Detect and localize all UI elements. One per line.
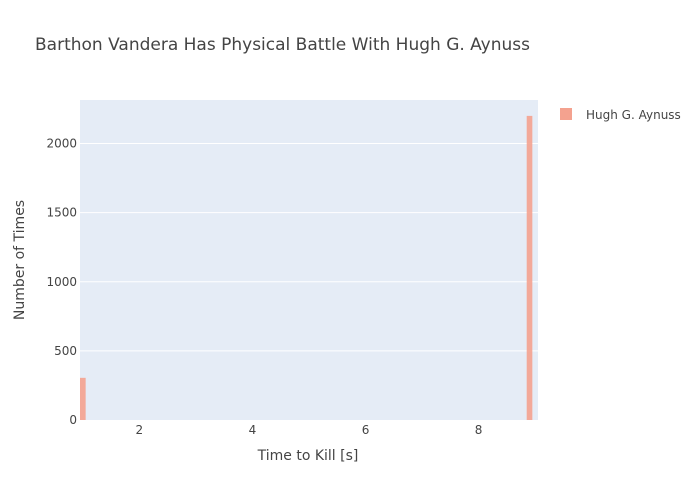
histogram-bar[interactable] [80,377,86,420]
y-tick-label: 500 [54,344,77,358]
x-tick-label: 2 [136,423,144,437]
y-tick-label: 2000 [46,137,77,151]
histogram-bar[interactable] [526,115,533,420]
legend[interactable]: Hugh G. Aynuss [560,108,681,122]
grid-lines [80,143,538,352]
x-tick-label: 6 [362,423,370,437]
legend-label: Hugh G. Aynuss [586,108,681,122]
x-axis-title: Time to Kill [s] [257,448,359,464]
y-tick-label: 1000 [46,275,77,289]
bars [80,115,533,420]
legend-swatch [560,108,572,120]
y-axis-title: Number of Times [12,200,28,320]
y-tick-label: 1500 [46,206,77,220]
x-tick-labels: 2 4 6 8 [136,423,483,437]
x-tick-label: 4 [249,423,257,437]
y-tick-label: 0 [69,413,77,427]
x-tick-label: 8 [475,423,483,437]
plot-background [80,100,538,420]
chart-title: Barthon Vandera Has Physical Battle With… [35,35,530,55]
y-tick-labels: 0 500 1000 1500 2000 [46,137,77,427]
